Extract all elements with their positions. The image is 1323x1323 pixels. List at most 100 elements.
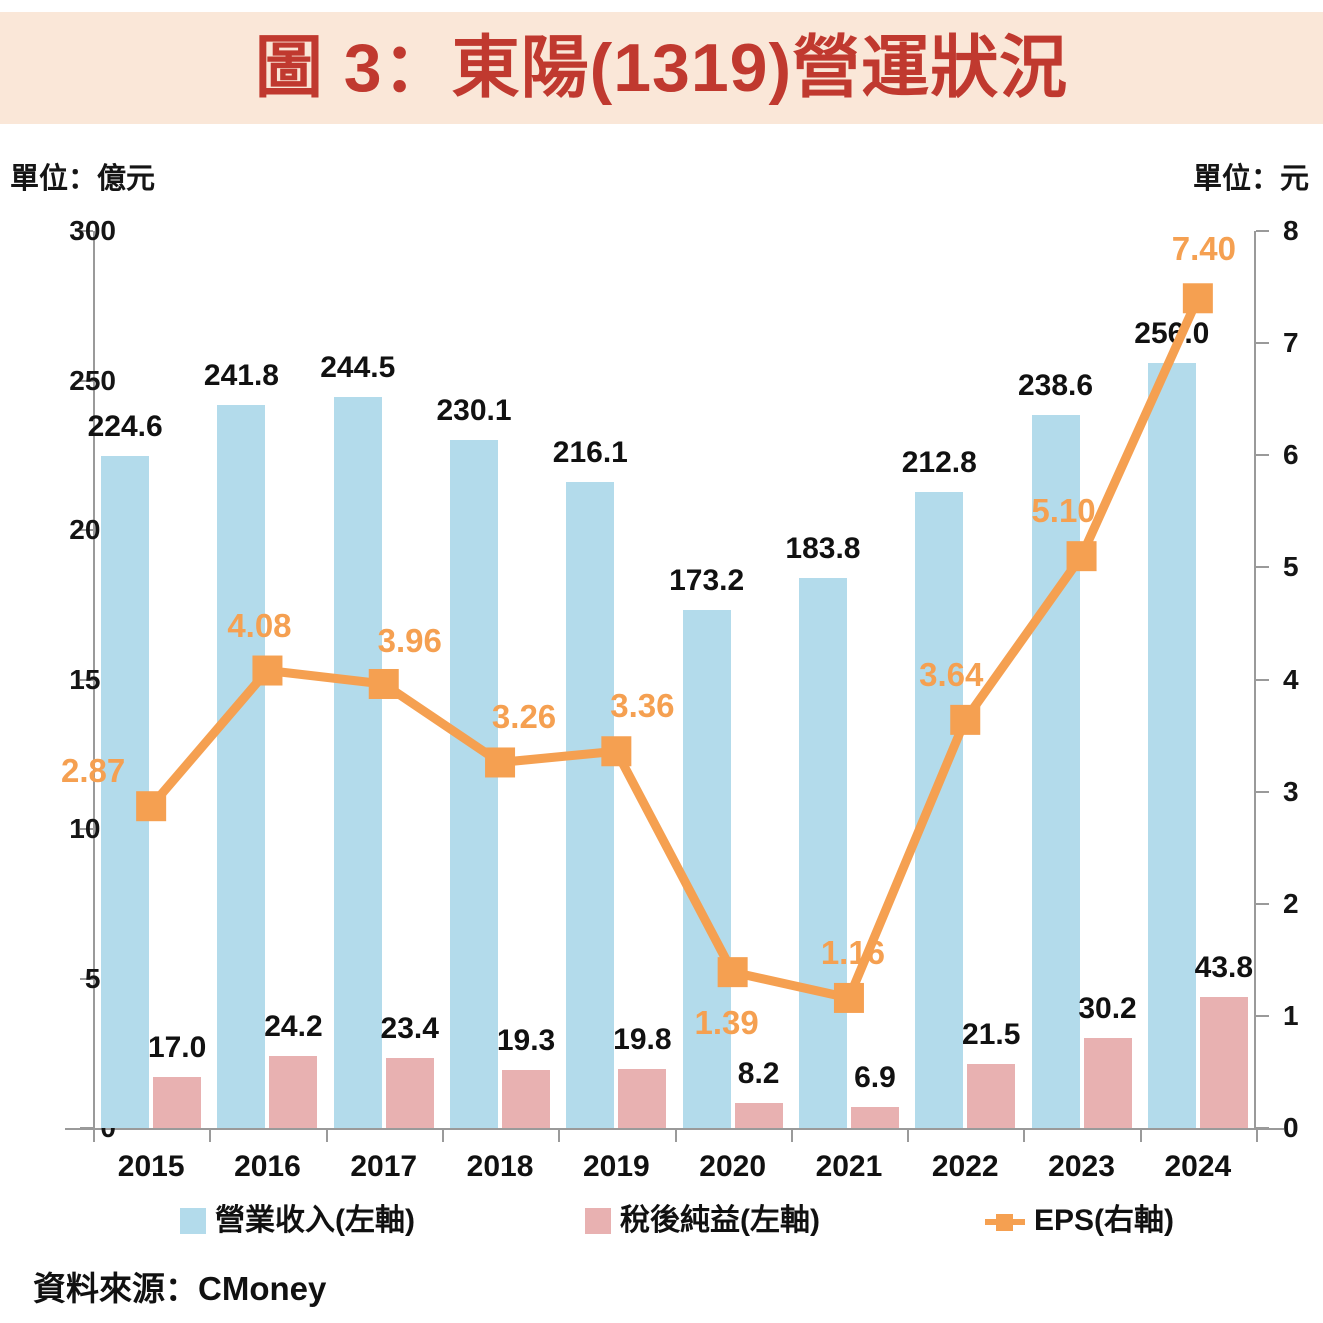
x-axis-year-label: 2024 xyxy=(1164,1150,1232,1183)
revenue-bar-label: 230.1 xyxy=(436,394,512,427)
net-income-bar[interactable] xyxy=(734,1103,783,1128)
left-axis-tick-label: 250 xyxy=(69,364,116,396)
x-axis-year-label: 2016 xyxy=(234,1150,301,1183)
net-income-bar[interactable] xyxy=(269,1055,318,1128)
x-axis-separator xyxy=(1023,1128,1026,1142)
revenue-bar-label: 241.8 xyxy=(203,359,279,393)
right-axis-tick-label: 1 xyxy=(1283,999,1299,1031)
right-axis-unit-label: 單位：元 xyxy=(1192,163,1309,195)
right-axis-tick-label: 7 xyxy=(1283,327,1299,359)
revenue-bar[interactable] xyxy=(101,456,150,1128)
right-axis-tick-label: 8 xyxy=(1283,215,1299,246)
eps-value-label: 3.64 xyxy=(919,655,984,693)
eps-value-label: 1.39 xyxy=(694,1004,759,1042)
right-axis-tick xyxy=(1256,1014,1269,1017)
x-axis-separator xyxy=(1139,1128,1142,1142)
legend-label: 營業收入(左軸) xyxy=(215,1204,415,1237)
page-title: 圖 3：東陽(1319)營運狀況 xyxy=(254,30,1069,106)
legend-item[interactable]: 營業收入(左軸) xyxy=(180,1206,415,1236)
revenue-bar-label: 238.6 xyxy=(1018,368,1094,402)
legend-label: EPS(右軸) xyxy=(1034,1204,1175,1237)
x-axis-year-label: 2019 xyxy=(582,1150,650,1183)
x-axis-separator xyxy=(209,1128,212,1142)
net-income-bar-label: 19.3 xyxy=(496,1024,556,1058)
left-axis-tick xyxy=(80,678,93,681)
net-income-bar[interactable] xyxy=(153,1077,202,1128)
net-income-bar[interactable] xyxy=(1199,997,1248,1128)
legend-swatch-icon xyxy=(180,1208,206,1234)
x-axis-separator xyxy=(93,1128,95,1142)
eps-value-label: 7.40 xyxy=(1171,230,1236,268)
x-axis-separator xyxy=(790,1128,793,1142)
eps-value-label: 1.16 xyxy=(820,933,886,971)
right-axis-tick-label: 0 xyxy=(1283,1112,1299,1143)
eps-value-label: 4.08 xyxy=(227,606,292,644)
revenue-bar[interactable] xyxy=(682,610,731,1128)
x-axis-year-label: 2021 xyxy=(815,1150,883,1183)
right-axis-tick-label: 4 xyxy=(1283,663,1299,695)
revenue-bar[interactable] xyxy=(798,578,847,1128)
chart-legend: 營業收入(左軸) 稅後純益(左軸) EPS(右軸) xyxy=(0,1204,1240,1248)
left-axis-unit-label: 單位：億元 xyxy=(10,163,156,195)
revenue-bar-label: 244.5 xyxy=(320,350,396,384)
legend-item[interactable]: EPS(右軸) xyxy=(985,1206,1174,1236)
x-axis-year-label: 2017 xyxy=(350,1150,418,1183)
legend-item[interactable]: 稅後純益(左軸) xyxy=(585,1206,820,1236)
x-axis-year-label: 2022 xyxy=(931,1150,999,1183)
net-income-bar[interactable] xyxy=(385,1058,434,1128)
right-axis-tick xyxy=(1256,1127,1269,1129)
revenue-bar-label: 256.0 xyxy=(1134,316,1210,350)
net-income-bar-label: 17.0 xyxy=(147,1031,207,1065)
net-income-bar[interactable] xyxy=(850,1107,899,1128)
x-axis-separator xyxy=(674,1128,677,1142)
x-axis-separator xyxy=(325,1128,328,1142)
eps-value-label: 3.36 xyxy=(610,687,675,725)
legend-swatch-icon xyxy=(585,1208,611,1234)
x-axis-separator xyxy=(1256,1128,1258,1142)
eps-value-label: 3.96 xyxy=(377,621,442,659)
x-axis-year-label: 2023 xyxy=(1048,1150,1115,1183)
right-axis-tick xyxy=(1256,454,1269,457)
revenue-bar[interactable] xyxy=(1147,362,1196,1128)
x-axis-year-label: 2020 xyxy=(699,1150,767,1183)
right-axis-tick-label: 3 xyxy=(1283,775,1299,807)
x-axis-separator xyxy=(558,1128,561,1142)
net-income-bar-label: 43.8 xyxy=(1194,951,1254,985)
eps-marker[interactable] xyxy=(1182,283,1213,314)
revenue-bar-label: 212.8 xyxy=(901,445,977,479)
legend-label: 稅後純益(左軸) xyxy=(620,1204,820,1237)
revenue-bar-label: 216.1 xyxy=(552,435,628,469)
net-income-bar-label: 23.4 xyxy=(380,1012,439,1046)
right-axis-tick-label: 2 xyxy=(1283,887,1299,919)
x-axis-separator xyxy=(441,1128,444,1142)
right-axis-line xyxy=(1254,231,1256,1128)
right-axis-tick xyxy=(1256,678,1269,681)
net-income-bar[interactable] xyxy=(967,1063,1016,1128)
net-income-bar-label: 19.8 xyxy=(613,1022,672,1056)
left-axis-tick xyxy=(80,379,93,382)
title-band: 圖 3：東陽(1319)營運狀況 xyxy=(0,12,1323,124)
net-income-bar-label: 21.5 xyxy=(962,1017,1021,1051)
eps-value-label: 3.26 xyxy=(491,698,557,736)
net-income-bar[interactable] xyxy=(502,1070,551,1128)
eps-value-label: 2.87 xyxy=(61,752,126,790)
net-income-bar-label: 8.2 xyxy=(737,1057,780,1091)
right-axis-tick-label: 6 xyxy=(1283,439,1299,471)
net-income-bar[interactable] xyxy=(618,1068,667,1128)
left-axis-tick xyxy=(80,828,93,830)
left-axis-tick xyxy=(80,230,93,232)
left-axis-line xyxy=(93,231,95,1128)
left-axis-tick xyxy=(80,1127,93,1129)
net-income-bar-label: 24.2 xyxy=(264,1009,323,1043)
right-axis-tick xyxy=(1256,566,1269,569)
right-axis-tick xyxy=(1256,902,1269,905)
source-note: 資料來源：CMoney xyxy=(33,1270,327,1307)
revenue-bar[interactable] xyxy=(450,440,499,1128)
left-axis-tick xyxy=(80,529,93,531)
legend-line-marker-icon xyxy=(985,1208,1025,1234)
net-income-bar[interactable] xyxy=(1083,1037,1132,1128)
right-axis-tick xyxy=(1256,790,1269,793)
left-axis-tick xyxy=(80,977,93,980)
revenue-bar-label: 224.6 xyxy=(87,410,163,444)
